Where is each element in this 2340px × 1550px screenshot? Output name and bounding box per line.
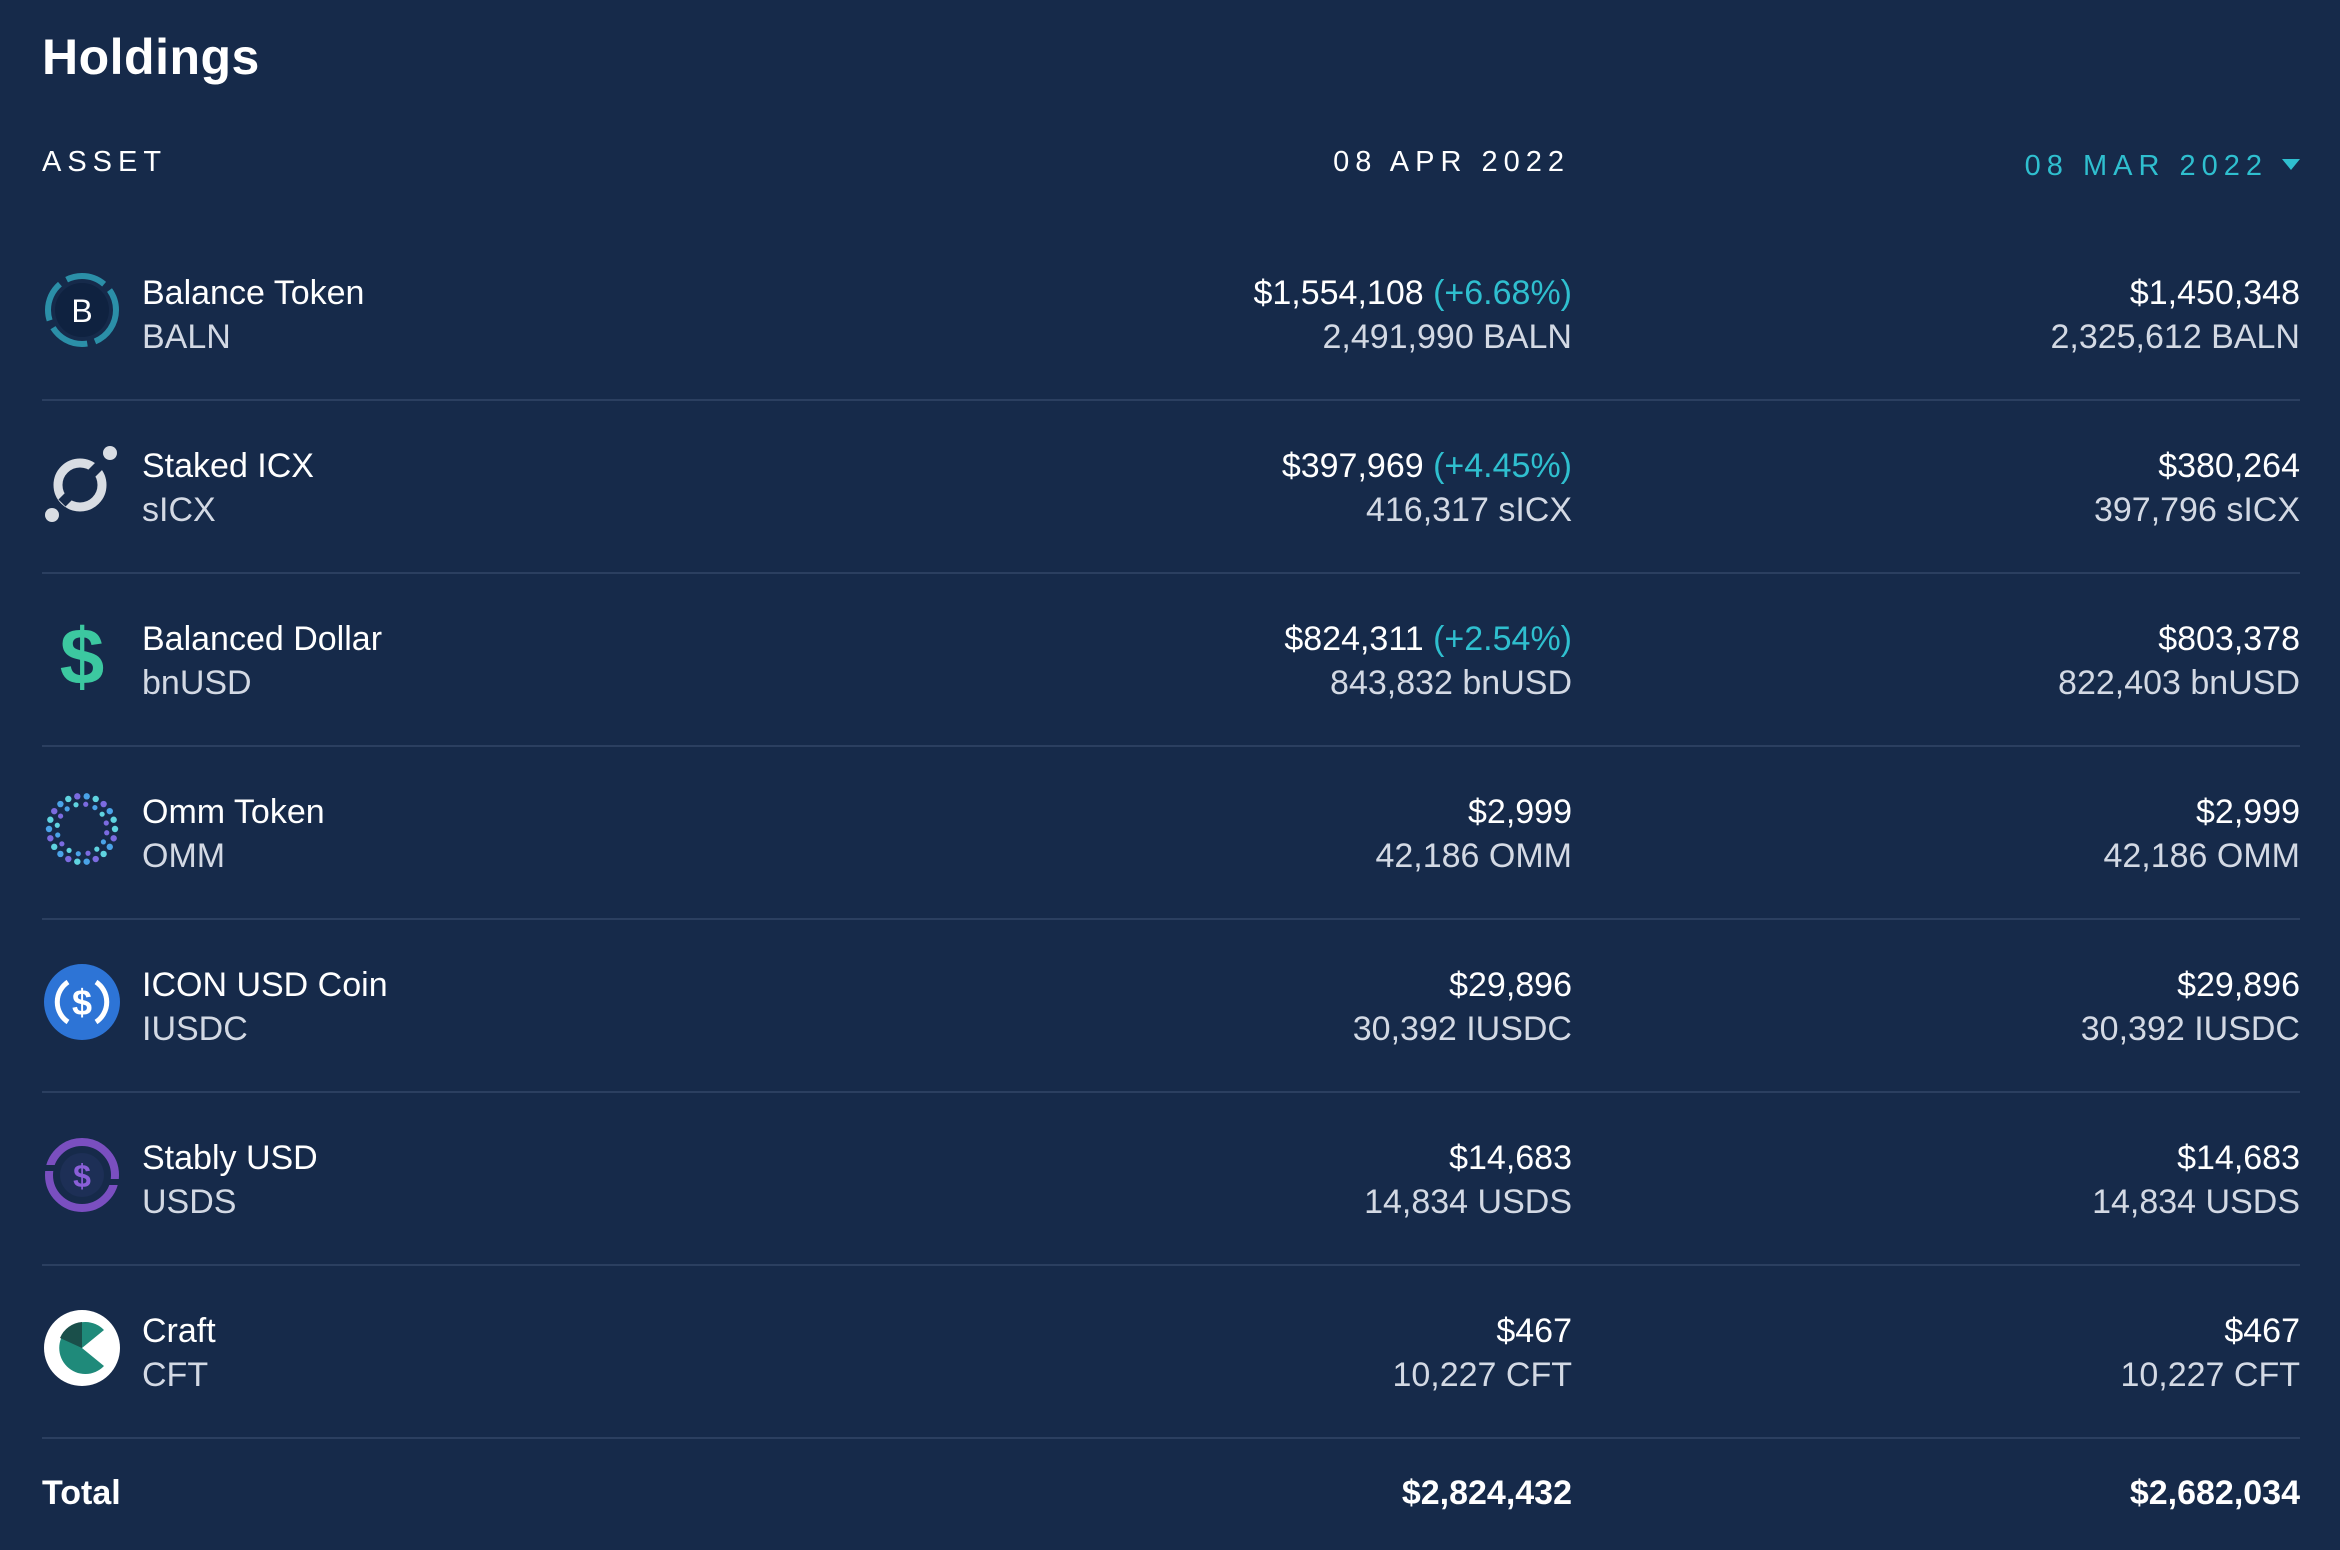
change-percent: (+6.68%)	[1433, 274, 1572, 312]
current-value: $14,683	[1449, 1139, 1572, 1178]
asset-symbol: USDS	[142, 1183, 237, 1221]
svg-text:B: B	[71, 293, 92, 329]
asset-name: Balance Token	[142, 274, 365, 312]
holding-row-sicx[interactable]: Staked ICX sICX $397,969 (+4.45%) 416,31…	[42, 401, 2300, 574]
asset-name: Craft	[142, 1312, 216, 1350]
compare-amount: 14,834 USDS	[2092, 1183, 2300, 1221]
current-value: $2,999	[1468, 793, 1572, 832]
compare-value: $1,450,348	[2129, 274, 2300, 312]
current-value: $824,311 (+2.54%)	[1284, 620, 1572, 659]
current-amount: 42,186 OMM	[1375, 837, 1572, 875]
compare-date-dropdown[interactable]: 08 MAR 2022	[2025, 150, 2300, 183]
asset-name: ICON USD Coin	[142, 966, 388, 1004]
current-amount: 416,317 sICX	[1365, 491, 1572, 529]
current-value: $1,554,108 (+6.68%)	[1253, 274, 1572, 313]
caret-down-icon	[2282, 159, 2300, 170]
holding-row-iusdc[interactable]: $ ICON USD Coin IUSDC $29,896 30,392 IUS…	[42, 920, 2300, 1093]
compare-value: $14,683	[2177, 1139, 2300, 1177]
asset-name: Staked ICX	[142, 447, 314, 485]
usdc-icon: $	[42, 962, 122, 1042]
asset-symbol: IUSDC	[142, 1010, 248, 1048]
balance-token-icon: B	[42, 270, 122, 350]
compare-amount: 2,325,612 BALN	[2050, 318, 2300, 356]
current-value-amount: $29,896	[1449, 966, 1572, 1004]
current-amount: 843,832 bnUSD	[1330, 664, 1572, 702]
compare-value: $2,999	[2196, 793, 2300, 831]
holding-row-cft[interactable]: Craft CFT $467 10,227 CFT $467 10,227 CF…	[42, 1266, 2300, 1439]
compare-value: $467	[2224, 1312, 2300, 1350]
compare-value: $29,896	[2177, 966, 2300, 1004]
compare-amount: 10,227 CFT	[2120, 1356, 2300, 1394]
current-value-amount: $467	[1496, 1312, 1572, 1350]
dollar-sign-icon: $	[42, 616, 122, 696]
change-percent: (+4.45%)	[1433, 447, 1572, 485]
current-value-amount: $14,683	[1449, 1139, 1572, 1177]
compare-value: $803,378	[2158, 620, 2300, 658]
current-amount: 14,834 USDS	[1364, 1183, 1572, 1221]
current-value: $29,896	[1449, 966, 1572, 1005]
current-value: $397,969 (+4.45%)	[1282, 447, 1572, 486]
compare-amount: 30,392 IUSDC	[2080, 1010, 2300, 1048]
stably-usd-icon: $	[42, 1135, 122, 1215]
asset-symbol: bnUSD	[142, 664, 252, 702]
asset-name: Omm Token	[142, 793, 325, 831]
holding-row-baln[interactable]: B Balance Token BALN $1,554,108 (+6.68%)…	[42, 228, 2300, 401]
current-amount: 2,491,990 BALN	[1322, 318, 1572, 356]
current-amount: 30,392 IUSDC	[1352, 1010, 1572, 1048]
current-amount: 10,227 CFT	[1392, 1356, 1572, 1394]
page-title: Holdings	[42, 29, 260, 85]
svg-text:$: $	[72, 982, 92, 1023]
svg-text:$: $	[73, 1158, 91, 1194]
holding-row-bnusd[interactable]: $ Balanced Dollar bnUSD $824,311 (+2.54%…	[42, 574, 2300, 747]
current-value-amount: $824,311	[1284, 620, 1424, 658]
holdings-list: B Balance Token BALN $1,554,108 (+6.68%)…	[42, 228, 2300, 1439]
holding-row-omm[interactable]: Omm Token OMM $2,999 42,186 OMM $2,999 4…	[42, 747, 2300, 920]
total-row: Total $2,824,432 $2,682,034	[42, 1474, 2300, 1524]
holding-row-usds[interactable]: $ Stably USD USDS $14,683 14,834 USDS $1…	[42, 1093, 2300, 1266]
compare-amount: 397,796 sICX	[2093, 491, 2300, 529]
total-label: Total	[42, 1474, 121, 1512]
compare-amount: 822,403 bnUSD	[2058, 664, 2300, 702]
asset-symbol: OMM	[142, 837, 226, 875]
asset-symbol: CFT	[142, 1356, 209, 1394]
asset-name: Stably USD	[142, 1139, 318, 1177]
total-compare: $2,682,034	[2129, 1474, 2300, 1512]
current-value-amount: $1,554,108	[1253, 274, 1424, 312]
column-header-asset: ASSET	[42, 146, 168, 178]
asset-symbol: BALN	[142, 318, 231, 356]
asset-symbol: sICX	[142, 491, 216, 529]
compare-value: $380,264	[2158, 447, 2300, 485]
current-value-amount: $2,999	[1468, 793, 1572, 831]
current-value: $467	[1496, 1312, 1572, 1351]
compare-amount: 42,186 OMM	[2103, 837, 2300, 875]
craft-icon	[42, 1308, 122, 1388]
omm-token-icon	[42, 789, 122, 869]
svg-text:$: $	[60, 616, 105, 696]
current-value-amount: $397,969	[1281, 447, 1424, 485]
asset-name: Balanced Dollar	[142, 620, 383, 658]
column-header-current-date: 08 APR 2022	[1333, 146, 1570, 178]
change-percent: (+2.54%)	[1433, 620, 1572, 658]
icx-icon	[42, 443, 122, 523]
compare-date-label: 08 MAR 2022	[2024, 150, 2268, 182]
total-current: $2,824,432	[1401, 1474, 1572, 1512]
